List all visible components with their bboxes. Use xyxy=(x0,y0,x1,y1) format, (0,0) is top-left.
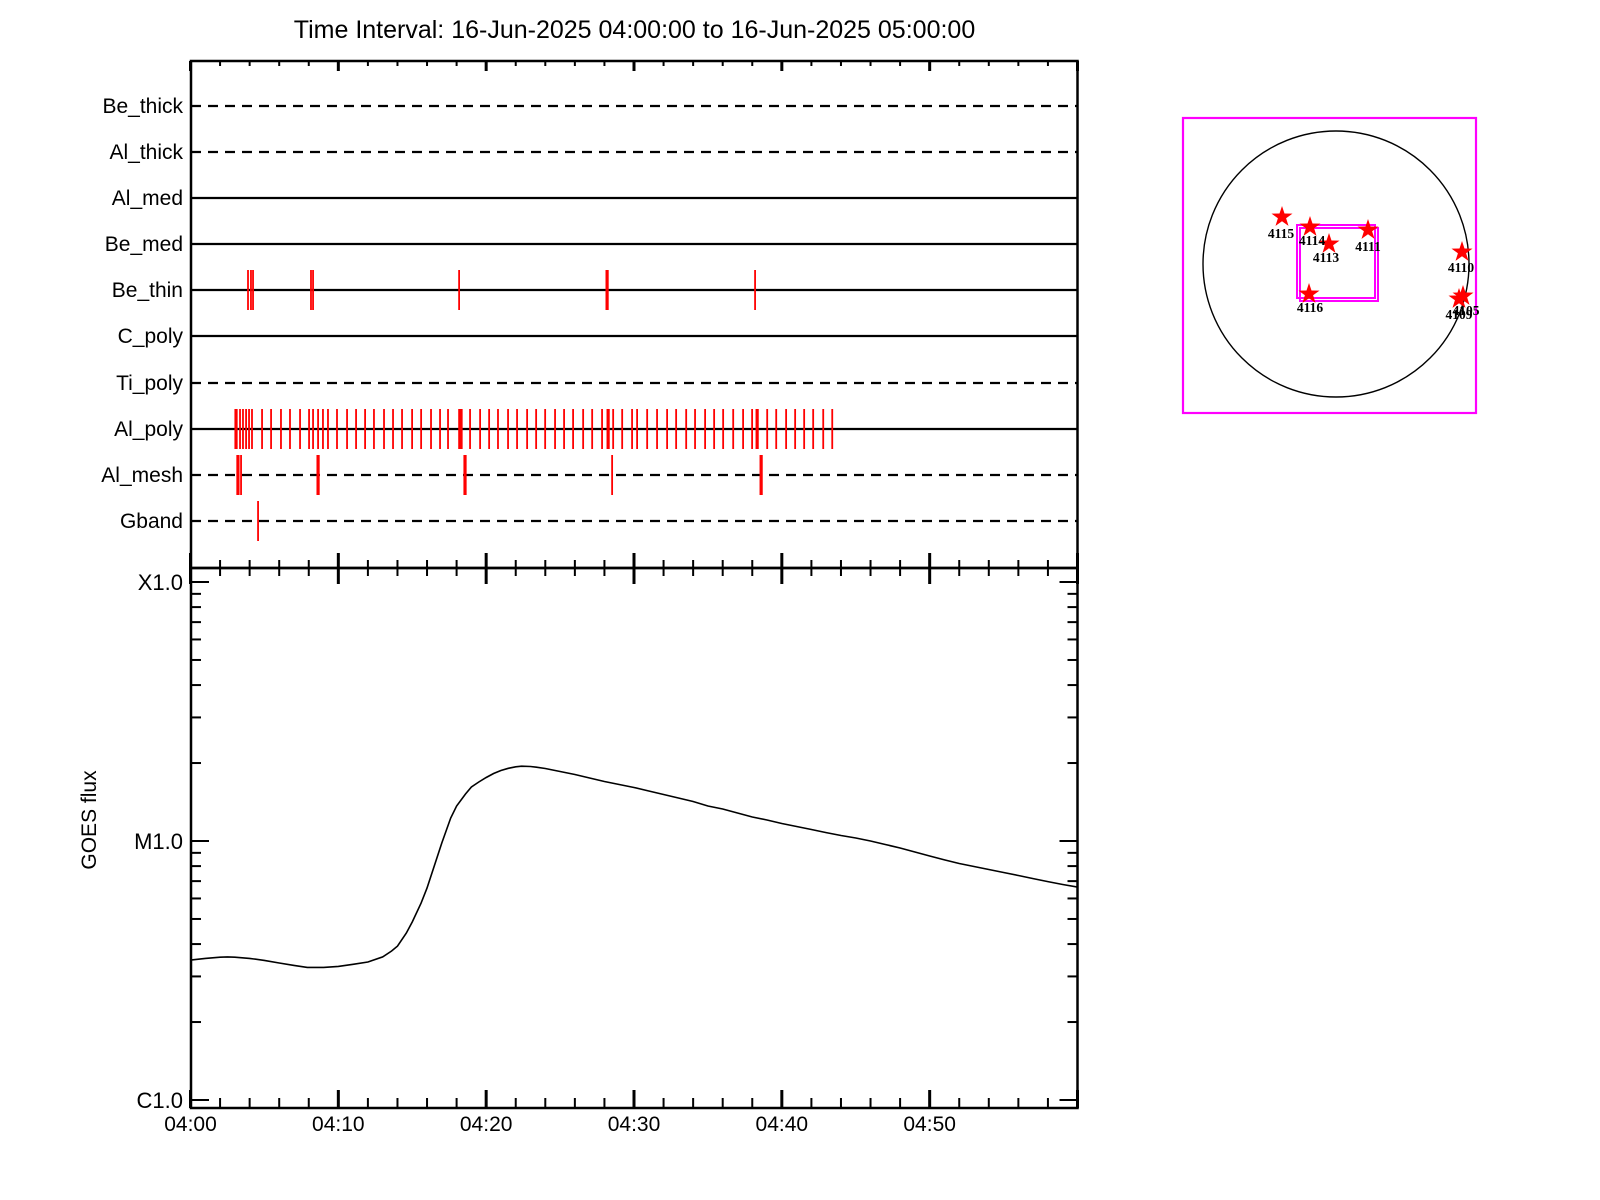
filter-label-be_med: Be_med xyxy=(105,233,183,256)
x-tick-label: 04:10 xyxy=(312,1113,365,1136)
active-region-label-4110: 4110 xyxy=(1448,260,1475,275)
active-region-label-4116: 4116 xyxy=(1297,300,1324,315)
active-region-star-4105 xyxy=(1452,285,1474,305)
x-tick-label: 04:00 xyxy=(164,1113,217,1136)
y-tick-label: M1.0 xyxy=(134,829,183,854)
active-region-label-4115: 4115 xyxy=(1268,226,1295,241)
active-region-star-4114 xyxy=(1299,216,1321,236)
x-tick-label: 04:40 xyxy=(756,1113,809,1136)
filter-label-be_thick: Be_thick xyxy=(102,95,183,118)
active-region-label-4111: 4111 xyxy=(1355,239,1381,254)
fov-box-1 xyxy=(1296,224,1376,299)
active-region-star-4111 xyxy=(1357,219,1379,239)
timeline-panel-border xyxy=(189,59,1079,570)
filter-label-al_poly: Al_poly xyxy=(114,418,183,441)
x-tick-label: 04:20 xyxy=(460,1113,513,1136)
filter-label-gband: Gband xyxy=(120,510,183,533)
y-tick-label: X1.0 xyxy=(138,570,183,595)
filter-label-al_thick: Al_thick xyxy=(109,141,183,164)
active-region-star-4113 xyxy=(1318,233,1340,253)
filter-label-ti_poly: Ti_poly xyxy=(116,372,183,395)
solar-limb-circle xyxy=(1202,130,1470,398)
goes-panel-border xyxy=(189,566,1079,1110)
active-region-label-4109: 4109 xyxy=(1446,307,1473,322)
active-region-label-4114: 4114 xyxy=(1299,233,1326,248)
filter-label-be_thin: Be_thin xyxy=(112,279,183,302)
filter-label-al_med: Al_med xyxy=(112,187,183,210)
active-region-star-4115 xyxy=(1271,206,1293,226)
goes-flux-curve xyxy=(190,765,1078,969)
x-tick-label: 04:50 xyxy=(903,1113,956,1136)
active-region-star-4110 xyxy=(1451,241,1473,261)
active-region-label-4105: 4105 xyxy=(1453,303,1480,318)
y-axis-title: GOES flux xyxy=(78,770,101,870)
plot-title: Time Interval: 16-Jun-2025 04:00:00 to 1… xyxy=(293,16,976,44)
fov-box-2 xyxy=(1299,227,1379,302)
pointing-outer-box xyxy=(1181,116,1478,415)
filter-label-c_poly: C_poly xyxy=(118,325,184,348)
y-tick-label: C1.0 xyxy=(137,1088,183,1113)
filter-label-al_mesh: Al_mesh xyxy=(101,464,183,487)
active-region-label-4113: 4113 xyxy=(1313,250,1340,265)
active-region-star-4109 xyxy=(1448,288,1470,308)
x-tick-label: 04:30 xyxy=(608,1113,661,1136)
active-region-star-4116 xyxy=(1298,283,1320,303)
